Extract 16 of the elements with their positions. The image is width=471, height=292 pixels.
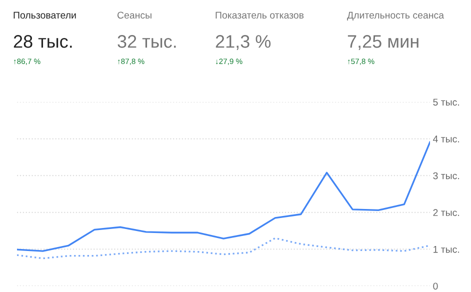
text: 7,25 мин (348, 35, 418, 50)
text: Сеансы (117, 12, 152, 19)
y-tick-label: 5 тыс. (433, 98, 459, 106)
text: 21,3 % (216, 35, 271, 50)
y-tick-label: 3 тыс. (433, 172, 459, 180)
text: Показатель отказов (216, 12, 304, 19)
line-series (17, 237, 430, 260)
text: Пользователи (14, 12, 76, 19)
y-tick-label: 1 тыс. (434, 246, 459, 253)
text: Длительность сеанса (347, 12, 444, 20)
y-tick-label: 2 тыс. (433, 209, 459, 216)
text: 28 тыс. (14, 35, 72, 48)
text: 32 тыс. (118, 35, 176, 48)
line-series (17, 141, 430, 252)
y-tick-label: 0 (433, 282, 438, 290)
y-tick-label: 4 тыс. (433, 136, 459, 142)
